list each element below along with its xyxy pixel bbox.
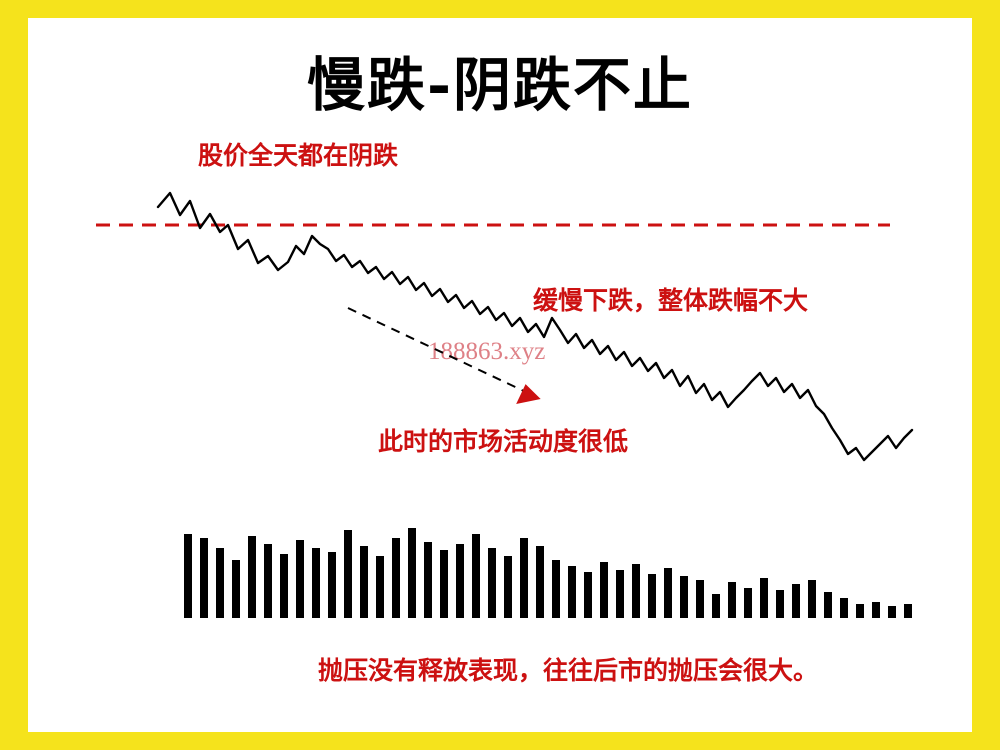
- volume-bar: [584, 572, 592, 618]
- annotation-top-left: 股价全天都在阴跌: [198, 142, 399, 170]
- volume-bar: [808, 580, 816, 618]
- volume-bar: [904, 604, 912, 618]
- volume-bar: [616, 570, 624, 618]
- volume-bar: [632, 564, 640, 618]
- chart-canvas: 慢跌-阴跌不止 股价全天都在阴跌 缓慢下跌，整体跌幅不大 此时的市场活动度很低 …: [28, 18, 972, 732]
- volume-bar: [360, 546, 368, 618]
- volume-bar: [264, 544, 272, 618]
- volume-bar: [568, 566, 576, 618]
- annotation-arrow: [347, 307, 529, 394]
- volume-bar: [760, 578, 768, 618]
- volume-bar: [328, 552, 336, 618]
- volume-bar: [424, 542, 432, 618]
- annotation-bottom: 抛压没有释放表现，往往后市的抛压会很大。: [318, 657, 819, 685]
- volume-bar: [520, 538, 528, 618]
- volume-bar: [488, 548, 496, 618]
- volume-bar: [872, 602, 880, 618]
- volume-bar: [440, 550, 448, 618]
- volume-bar: [776, 590, 784, 618]
- chart-graphics: [96, 191, 914, 618]
- volume-bar: [856, 604, 864, 618]
- volume-bar: [232, 560, 240, 618]
- volume-bar: [280, 554, 288, 618]
- volume-bar: [712, 594, 720, 618]
- volume-bar: [200, 538, 208, 618]
- volume-bar: [248, 536, 256, 618]
- volume-bar: [472, 534, 480, 618]
- annotation-right: 缓慢下跌，整体跌幅不大: [533, 287, 809, 315]
- volume-bar: [312, 548, 320, 618]
- volume-bar: [648, 574, 656, 618]
- volume-bar: [392, 538, 400, 618]
- volume-bar: [888, 606, 896, 618]
- volume-bar: [344, 530, 352, 618]
- volume-bar: [296, 540, 304, 618]
- volume-bar: [376, 556, 384, 618]
- volume-bar: [456, 544, 464, 618]
- volume-bar: [744, 588, 752, 618]
- volume-bar: [504, 556, 512, 618]
- volume-bar: [728, 582, 736, 618]
- volume-bar: [840, 598, 848, 618]
- volume-bar: [536, 546, 544, 618]
- volume-bar: [680, 576, 688, 618]
- watermark-text: 188863.xyz: [428, 338, 546, 365]
- volume-bar: [696, 580, 704, 618]
- volume-bar: [216, 548, 224, 618]
- volume-bar: [552, 560, 560, 618]
- volume-bar: [824, 592, 832, 618]
- annotation-middle: 此时的市场活动度很低: [378, 428, 629, 456]
- volume-bar: [664, 568, 672, 618]
- volume-bar: [184, 534, 192, 618]
- volume-bar: [792, 584, 800, 618]
- price-line: [156, 191, 914, 462]
- page-title: 慢跌-阴跌不止: [306, 51, 694, 119]
- volume-bars: [184, 528, 912, 618]
- volume-bar: [408, 528, 416, 618]
- volume-bar: [600, 562, 608, 618]
- annotation-arrowhead: [516, 384, 541, 405]
